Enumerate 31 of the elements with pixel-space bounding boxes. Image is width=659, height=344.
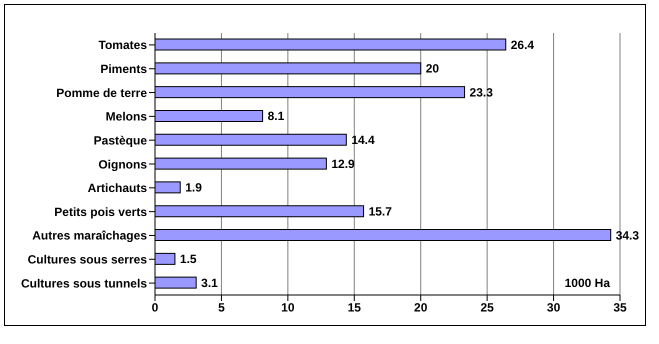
data-label: 12.9 bbox=[331, 156, 356, 171]
y-tick-label: Artichauts bbox=[88, 181, 148, 196]
x-tick-label: 15 bbox=[348, 300, 362, 315]
y-tick-label: Piments bbox=[100, 62, 148, 76]
x-tick-label: 0 bbox=[152, 300, 159, 315]
data-label: 26.4 bbox=[510, 38, 534, 52]
data-label: 8.1 bbox=[268, 109, 285, 124]
data-label: 20 bbox=[426, 62, 440, 76]
y-tick-label: Autres maraîchages bbox=[32, 228, 148, 243]
y-tick-label: Tomates bbox=[98, 38, 148, 52]
y-tick-label: Petits pois verts bbox=[54, 204, 148, 219]
data-label: 14.4 bbox=[351, 133, 375, 148]
y-tick-label: Pomme de terre bbox=[56, 86, 148, 100]
y-tick-label: Oignons bbox=[98, 157, 148, 172]
x-tick-label: 35 bbox=[613, 300, 627, 315]
data-label: 1.5 bbox=[180, 252, 197, 266]
data-label: 23.3 bbox=[470, 85, 494, 100]
x-tick-label: 5 bbox=[218, 300, 226, 315]
y-tick-label: Cultures sous tunnels bbox=[20, 276, 148, 290]
data-label: 1.9 bbox=[185, 180, 202, 195]
x-tick-label: 30 bbox=[546, 300, 561, 315]
x-tick-label: 10 bbox=[281, 300, 295, 315]
data-label: 3.1 bbox=[201, 276, 218, 290]
y-tick-label: Cultures sous serres bbox=[28, 252, 148, 267]
data-label: 34.3 bbox=[616, 228, 640, 242]
annotation: 1000 Ha bbox=[564, 276, 610, 290]
y-tick-label: Pastèque bbox=[94, 133, 148, 148]
x-tick-label: 20 bbox=[414, 300, 428, 315]
x-tick-label: 25 bbox=[480, 300, 494, 315]
y-tick-label: Melons bbox=[106, 110, 148, 124]
data-label: 15.7 bbox=[368, 204, 392, 218]
